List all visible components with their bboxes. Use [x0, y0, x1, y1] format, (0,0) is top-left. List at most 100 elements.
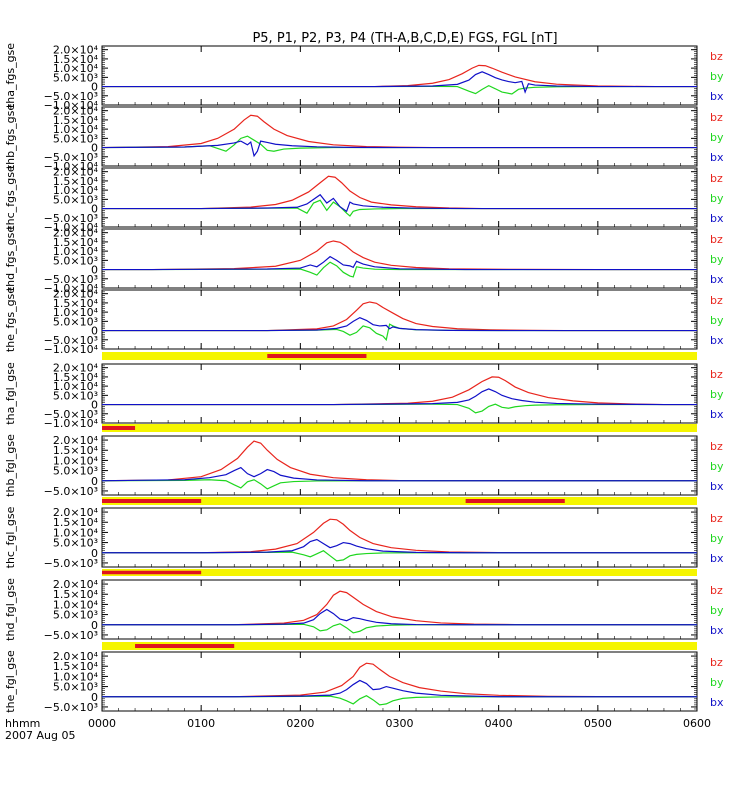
series-line-bx	[102, 538, 697, 554]
series-line-by	[102, 135, 697, 152]
panel-the_fgs_gse: 2.0×10⁴1.5×10⁴1.0×10⁴5.0×10³0−5.0×10³−1.…	[4, 287, 724, 356]
series-line-by	[102, 479, 697, 490]
legend-entry-by: by	[710, 388, 724, 401]
bar-red-segment	[267, 354, 367, 358]
y-axis-label: thb_fgs_gse	[4, 104, 17, 170]
y-tick-label: 1.0×10⁴	[53, 526, 99, 539]
series-line-bz	[102, 590, 697, 626]
y-tick-label: −1.0×10⁴	[44, 99, 99, 112]
y-tick-label: 0	[91, 81, 98, 94]
series-line-bz	[102, 64, 697, 88]
x-tick-label: 0300	[386, 717, 414, 730]
y-axis-label: tha_fgs_gse	[4, 43, 17, 108]
legend-entry-bx: bx	[710, 90, 724, 103]
y-tick-label: 5.0×10³	[53, 254, 98, 267]
panel-frame	[101, 507, 698, 568]
y-tick-label: −1.0×10⁴	[44, 417, 99, 430]
series-line-bz	[102, 440, 697, 482]
y-tick-label: 0	[91, 691, 98, 704]
y-tick-label: 2.0×10⁴	[53, 434, 99, 447]
series-line-bx	[102, 679, 697, 698]
legend-entry-by: by	[710, 460, 724, 473]
y-tick-label: −5.0×10³	[44, 334, 98, 347]
chart-title: P5, P1, P2, P3, P4 (TH-A,B,C,D,E) FGS, F…	[252, 31, 557, 46]
y-tick-label: 2.0×10⁴	[53, 44, 99, 57]
y-tick-label: 2.0×10⁴	[53, 166, 99, 179]
legend-entry-bx: bx	[710, 408, 724, 421]
y-tick-label: 0	[91, 399, 98, 412]
legend-entry-bx: bx	[710, 212, 724, 225]
legend-entry-by: by	[710, 314, 724, 327]
panel-thb_fgs_gse: 2.0×10⁴1.5×10⁴1.0×10⁴5.0×10³0−5.0×10³−1.…	[4, 104, 724, 173]
bar-yellow-segment	[102, 497, 697, 505]
bar-yellow-segment	[102, 352, 697, 360]
legend-entry-bx: bx	[710, 624, 724, 637]
series-line-bz	[102, 240, 697, 271]
series-line-bx	[102, 193, 697, 213]
series-line-by	[102, 695, 697, 706]
y-axis-label: thd_fgs_gse	[4, 226, 17, 292]
series-line-bz	[102, 376, 697, 406]
legend-entry-by: by	[710, 70, 724, 83]
bar-red-segment	[102, 570, 202, 575]
x-tick-label: 0000	[88, 717, 116, 730]
y-tick-label: 5.0×10³	[53, 537, 98, 550]
legend-entry-by: by	[710, 192, 724, 205]
bar-yellow-segment	[102, 424, 697, 432]
x-tick-label: 0500	[584, 717, 612, 730]
y-tick-label: 2.0×10⁴	[53, 227, 99, 240]
panel-thd_fgs_gse: 2.0×10⁴1.5×10⁴1.0×10⁴5.0×10³0−5.0×10³−1.…	[4, 226, 724, 295]
y-tick-label: 0	[91, 475, 98, 488]
y-tick-label: 1.5×10⁴	[53, 660, 99, 673]
y-tick-label: 1.0×10⁴	[53, 598, 99, 611]
y-tick-label: 1.5×10⁴	[53, 297, 99, 310]
bar-red-segment	[102, 499, 202, 503]
x-axis-label-hhmm: hhmm	[5, 717, 40, 730]
legend-entry-bz: bz	[710, 584, 723, 597]
y-tick-label: 1.5×10⁴	[53, 371, 99, 384]
series-line-by	[102, 403, 697, 414]
panel-tha_fgs_gse: 2.0×10⁴1.5×10⁴1.0×10⁴5.0×10³0−5.0×10³−1.…	[4, 43, 724, 112]
y-tick-label: 1.0×10⁴	[53, 306, 99, 319]
bar-yellow-segment	[102, 569, 697, 576]
legend-entry-bx: bx	[710, 480, 724, 493]
series-line-bx	[102, 388, 697, 406]
y-tick-label: 0	[91, 142, 98, 155]
legend-entry-bz: bz	[710, 368, 723, 381]
y-axis-label: the_fgl_gse	[4, 650, 17, 713]
series-line-bz	[102, 301, 697, 332]
panel-thc_fgs_gse: 2.0×10⁴1.5×10⁴1.0×10⁴5.0×10³0−5.0×10³−1.…	[4, 165, 724, 234]
series-line-by	[102, 84, 697, 95]
x-axis-label-date: 2007 Aug 05	[5, 729, 75, 742]
series-line-bx	[102, 316, 697, 332]
bar-red-segment	[135, 644, 235, 648]
bar-red-segment	[102, 426, 136, 430]
series-line-bx	[102, 608, 697, 626]
y-tick-label: 5.0×10³	[53, 132, 98, 145]
legend-entry-bz: bz	[710, 172, 723, 185]
series-line-bz	[102, 114, 697, 149]
y-tick-label: 2.0×10⁴	[53, 578, 99, 591]
legend-entry-bz: bz	[710, 111, 723, 124]
y-tick-label: −1.0×10⁴	[44, 221, 99, 234]
legend-entry-by: by	[710, 131, 724, 144]
y-tick-label: 0	[91, 619, 98, 632]
y-tick-label: −5.0×10³	[44, 408, 98, 421]
legend-entry-by: by	[710, 253, 724, 266]
y-tick-label: 5.0×10³	[53, 71, 98, 84]
panel-frame	[101, 363, 698, 424]
y-tick-label: 1.5×10⁴	[53, 236, 99, 249]
y-tick-label: 2.0×10⁴	[53, 288, 99, 301]
y-tick-label: 2.0×10⁴	[53, 362, 99, 375]
y-tick-label: −5.0×10³	[44, 273, 98, 286]
y-tick-label: 1.5×10⁴	[53, 114, 99, 127]
legend-entry-by: by	[710, 604, 724, 617]
y-tick-label: −1.0×10⁴	[44, 343, 99, 356]
y-tick-label: −5.0×10³	[44, 629, 98, 642]
panel-frame	[101, 435, 698, 496]
series-line-bx	[102, 466, 697, 482]
